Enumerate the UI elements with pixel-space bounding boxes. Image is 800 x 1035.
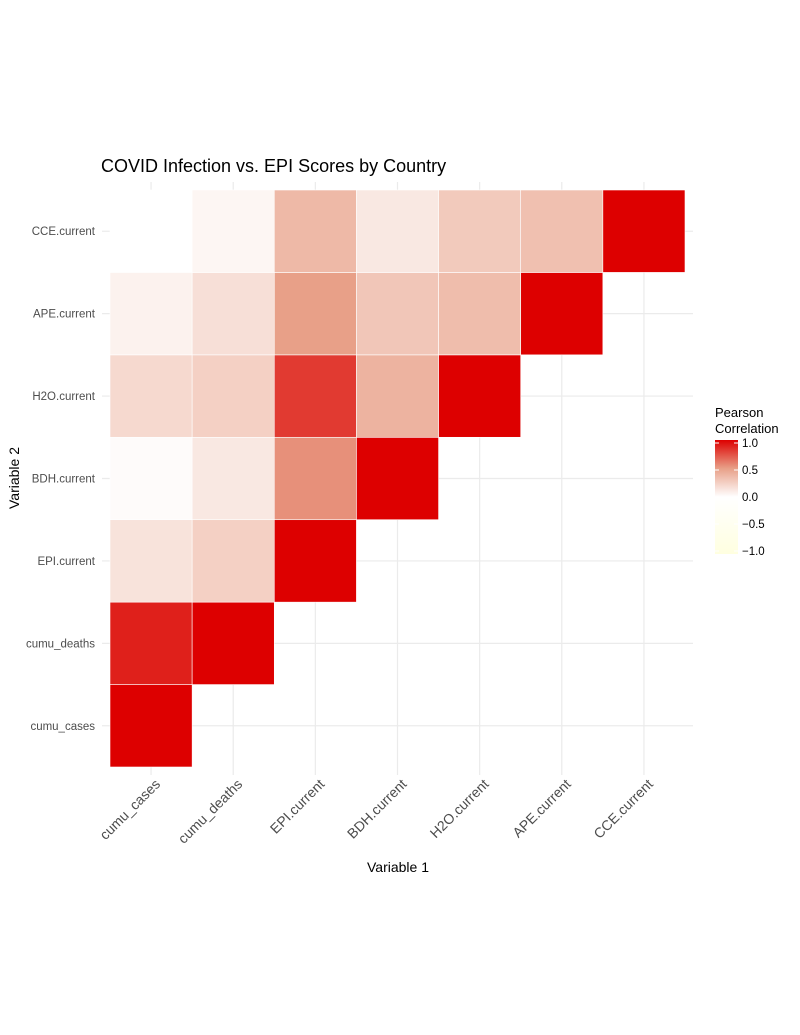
heatmap-cell-H2O.current-CCE.current	[438, 189, 522, 273]
legend-colorbar	[715, 440, 738, 554]
heatmap-cell-H2O.current-APE.current	[438, 272, 522, 356]
heatmap-cell-cumu_deaths-BDH.current	[191, 436, 275, 521]
heatmap-cell-BDH.current-CCE.current	[356, 189, 439, 273]
heatmap-cell-cumu_cases-cumu_deaths	[109, 601, 193, 685]
heatmap-cell-EPI.current-BDH.current	[273, 436, 357, 521]
heatmap-cell-cumu_deaths-H2O.current	[191, 354, 275, 438]
heatmap-cell-cumu_deaths-EPI.current	[191, 519, 275, 603]
y-tick-label: EPI.current	[37, 556, 95, 568]
x-tick-label: EPI.current	[267, 776, 328, 837]
y-tick-label: cumu_deaths	[26, 638, 95, 650]
y-tick-label: cumu_cases	[30, 721, 95, 733]
heatmap-cell-APE.current-CCE.current	[520, 189, 604, 273]
chart-title: COVID Infection vs. EPI Scores by Countr…	[101, 156, 446, 176]
x-tick-label: cumu_deaths	[175, 776, 246, 847]
legend-tick-label: 1.0	[742, 438, 758, 450]
y-tick-labels: cumu_cases cumu_deaths EPI.current BDH.curr…	[26, 226, 96, 733]
x-tick-label: H2O.current	[427, 776, 492, 841]
heatmap-cell-EPI.current-H2O.current	[273, 354, 357, 438]
heatmap-cell-cumu_cases-EPI.current	[109, 519, 193, 603]
x-tick-label: BDH.current	[344, 776, 410, 842]
heatmap-cell-cumu_cases-BDH.current	[109, 436, 193, 521]
legend-tick-label: 0.5	[742, 465, 758, 477]
heatmap-cell-H2O.current-H2O.current	[438, 354, 522, 438]
x-tick-labels: cumu_cases cumu_deaths EPI.current BDH.curr…	[96, 776, 656, 847]
y-axis-label: Variable 2	[6, 447, 22, 509]
x-axis-label: Variable 1	[367, 859, 429, 875]
heatmap-cell-cumu_deaths-APE.current	[191, 272, 275, 356]
x-tick-label: APE.current	[509, 776, 574, 841]
y-tick-label: CCE.current	[32, 226, 96, 238]
y-tick-label: BDH.current	[32, 474, 96, 486]
legend: Pearson Correlation 1.0 0.5 0.0 −0.5 −1.0	[715, 405, 779, 558]
x-tick-label: cumu_cases	[96, 776, 163, 843]
heatmap-cells	[109, 189, 686, 768]
legend-tick-label: −1.0	[742, 546, 765, 558]
legend-title-line1: Pearson	[715, 405, 763, 420]
heatmap-cell-cumu_cases-APE.current	[109, 272, 193, 356]
heatmap-cell-APE.current-APE.current	[520, 272, 604, 356]
legend-tick-label: 0.0	[742, 492, 758, 504]
heatmap-cell-CCE.current-CCE.current	[602, 189, 686, 273]
legend-title-line2: Correlation	[715, 421, 779, 436]
heatmap-cell-cumu_deaths-cumu_deaths	[191, 601, 275, 685]
heatmap-cell-EPI.current-EPI.current	[273, 519, 357, 603]
heatmap-cell-BDH.current-APE.current	[356, 272, 439, 356]
legend-tick-label: −0.5	[742, 519, 765, 531]
heatmap-cell-BDH.current-H2O.current	[356, 354, 439, 438]
heatmap-cell-cumu_cases-CCE.current	[109, 189, 193, 273]
heatmap-cell-cumu_cases-cumu_cases	[109, 684, 193, 768]
heatmap-cell-cumu_cases-H2O.current	[109, 354, 193, 438]
y-tick-label: H2O.current	[32, 391, 95, 403]
heatmap-cell-BDH.current-BDH.current	[356, 436, 439, 521]
y-tick-label: APE.current	[33, 309, 96, 321]
x-tick-label: CCE.current	[590, 776, 656, 842]
heatmap-cell-EPI.current-CCE.current	[273, 189, 357, 273]
heatmap-cell-cumu_deaths-CCE.current	[191, 189, 275, 273]
heatmap-cell-EPI.current-APE.current	[273, 272, 357, 356]
